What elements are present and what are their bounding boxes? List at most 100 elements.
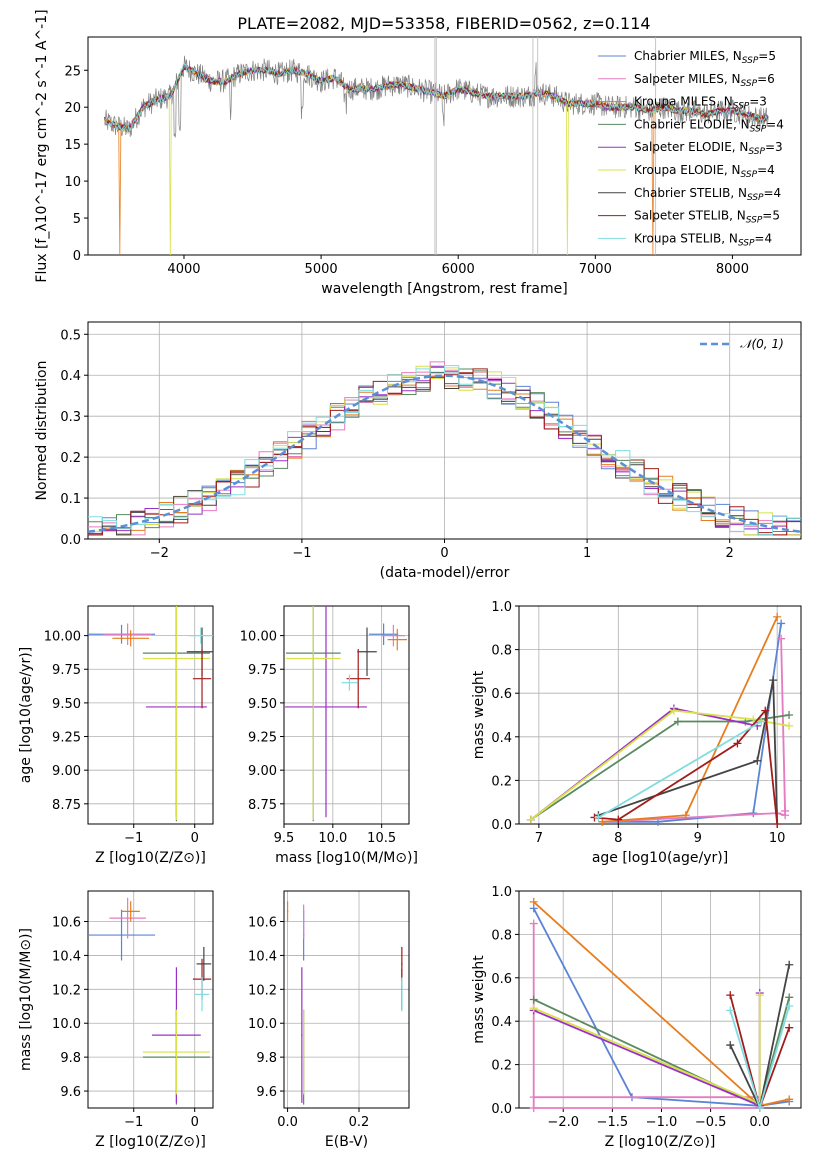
kroupa-elodie-weight-line: [533, 995, 761, 1106]
y-tick-label: 0.0: [491, 1102, 512, 1117]
salpeter-miles-weight-marker: [777, 634, 786, 643]
x-axis-label: wavelength [Angstrom, rest frame]: [321, 281, 567, 297]
chabrier-stelib-weight-line: [598, 679, 779, 825]
salpeter-stelib-weight-marker: [733, 739, 742, 748]
legend-label-salpeter-miles: Salpeter MILES, NSSP=6: [634, 72, 775, 89]
y-tick-label: 9.75: [248, 663, 277, 678]
chabrier-miles-weight-marker: [777, 619, 786, 628]
legend-nssp-value: =3: [765, 140, 783, 154]
y-tick-label: 0: [73, 249, 81, 264]
legend-nssp-value: =4: [754, 231, 772, 245]
x-axis-label: Z [log10(Z/Z⊙)]: [95, 850, 206, 866]
legend-label-kroupa-miles: Kroupa MILES, NSSP=3: [634, 95, 767, 112]
kroupa-miles-weight-marker: [785, 1095, 794, 1104]
kroupa-miles-weight-marker: [681, 811, 690, 820]
x-tick-label: 8: [614, 831, 622, 846]
legend-n-symbol: , N: [724, 72, 741, 86]
salpeter-stelib-weight-marker: [773, 820, 782, 828]
x-tick-label: 7: [535, 831, 543, 846]
salpeter-stelib-weight-marker: [785, 1023, 794, 1032]
chabrier-elodie-weight-marker: [785, 993, 794, 1002]
salpeter-miles-weight-marker: [529, 1093, 538, 1102]
x-tick-label: 0: [191, 831, 199, 846]
y-tick-label: 9.00: [248, 764, 277, 779]
legend-nssp-value: =4: [764, 186, 782, 200]
figure-title: PLATE=2082, MJD=53358, FIBERID=0562, z=0…: [237, 14, 650, 33]
salpeter-stelib-weight-marker: [614, 815, 623, 824]
chabrier-elodie-weight-marker: [673, 717, 682, 726]
legend-nssp-value: =4: [757, 163, 775, 177]
legend-subscript: SSP: [747, 193, 764, 203]
kroupa-stelib-weight-marker: [755, 1104, 764, 1112]
y-axis-label: mass weight: [471, 955, 487, 1044]
x-tick-label: −1: [292, 546, 311, 561]
salpeter-miles-weight-marker: [781, 806, 790, 815]
x-axis-label: E(B-V): [325, 1134, 368, 1150]
x-tick-label: 10.5: [367, 831, 396, 846]
plot-frame: [518, 890, 802, 1109]
y-tick-label: 10.2: [248, 983, 277, 998]
x-axis-label: Z [log10(Z/Z⊙)]: [95, 1134, 206, 1150]
x-tick-label: −1: [124, 831, 143, 846]
chabrier-stelib-weight-marker: [769, 676, 778, 685]
x-tick-label: −1.5: [597, 1115, 629, 1130]
metallicity-mass-weight-panel: −2.0 −1.5 −1.0 −0.5 0.0 0.0 0.2 0.4 0.6 0.8 1.0 Z […: [471, 885, 802, 1150]
y-tick-label: 9.8: [256, 1051, 277, 1066]
chabrier-miles-weight-marker: [749, 809, 758, 818]
y-tick-label: 10.00: [44, 630, 81, 645]
kroupa-stelib-weight-marker: [594, 813, 603, 822]
y-tick-label: 9.75: [52, 663, 81, 678]
legend-label-salpeter-stelib: Salpeter STELIB, NSSP=5: [634, 209, 780, 226]
kroupa-stelib-weight-marker: [726, 1006, 735, 1015]
y-tick-label: 1.0: [491, 600, 512, 615]
y-axis-label: mass weight: [471, 670, 487, 759]
kroupa-miles-weight-marker: [773, 612, 782, 621]
kroupa-stelib-weight-marker: [757, 717, 766, 726]
chabrier-stelib-weight-marker: [726, 1041, 735, 1050]
chabrier-miles-weight-line: [532, 907, 790, 1107]
legend-subscript: SSP: [748, 147, 765, 157]
y-tick-label: 9.50: [52, 697, 81, 712]
x-tick-label: 0: [440, 546, 448, 561]
y-tick-label: 0.4: [60, 369, 81, 384]
y-tick-label: 10.2: [52, 983, 81, 998]
legend-n-symbol: , N: [721, 231, 738, 245]
legend-n-symbol: , N: [729, 209, 746, 223]
x-axis-label: (data-model)/error: [380, 565, 510, 581]
salpeter-stelib-weight-marker: [726, 991, 735, 1000]
legend-subscript: SSP: [750, 124, 767, 134]
y-tick-label: 0.5: [60, 328, 81, 343]
y-tick-label: 0.4: [491, 1015, 512, 1030]
x-tick-label: 0.0: [277, 1115, 298, 1130]
residual-histogram-panel: −2 −1 0 1 2 0.0 0.1 0.2 0.3 0.4 0.5 (data-model)/er…: [34, 321, 802, 581]
legend-n-symbol: , N: [716, 95, 733, 109]
legend-n-symbol: , N: [733, 117, 750, 131]
y-tick-label: 0.8: [491, 644, 512, 659]
chabrier-elodie-weight-marker: [529, 995, 538, 1004]
legend-label-kroupa-stelib: Kroupa STELIB, NSSP=4: [634, 231, 772, 248]
kroupa-stelib-weight-marker: [785, 1002, 794, 1011]
legend-label-chabrier-miles: Chabrier MILES, NSSP=5: [634, 49, 776, 66]
extinction-mass-panel: 0.0 0.2 9.6 9.8 10.0 10.2 10.4 10.6 E(B-V): [248, 890, 410, 1150]
legend-nssp-value: =6: [757, 72, 775, 86]
x-tick-label: 1: [583, 546, 591, 561]
y-tick-label: 10.00: [240, 630, 277, 645]
y-tick-label: 9.6: [60, 1085, 81, 1100]
plot-frame: [518, 605, 802, 825]
plot-frame: [87, 890, 214, 1109]
legend-series-name: Kroupa ELODIE: [634, 163, 724, 177]
y-axis-label: Normed distribution: [34, 361, 50, 501]
y-tick-label: 15: [64, 138, 81, 153]
x-tick-label: 0.2: [349, 1115, 370, 1130]
x-tick-label: 0: [191, 1115, 199, 1130]
legend-series-name: Chabrier MILES: [634, 49, 725, 63]
y-tick-label: 10.6: [248, 916, 277, 931]
legend-series-name: Chabrier STELIB: [634, 186, 730, 200]
legend-nssp-value: =4: [766, 117, 784, 131]
y-tick-label: 9.25: [52, 731, 81, 746]
kroupa-miles-weight-marker: [598, 817, 607, 826]
y-tick-label: 0.2: [491, 774, 512, 789]
y-tick-label: 9.50: [248, 697, 277, 712]
y-tick-label: 0.1: [60, 492, 81, 507]
